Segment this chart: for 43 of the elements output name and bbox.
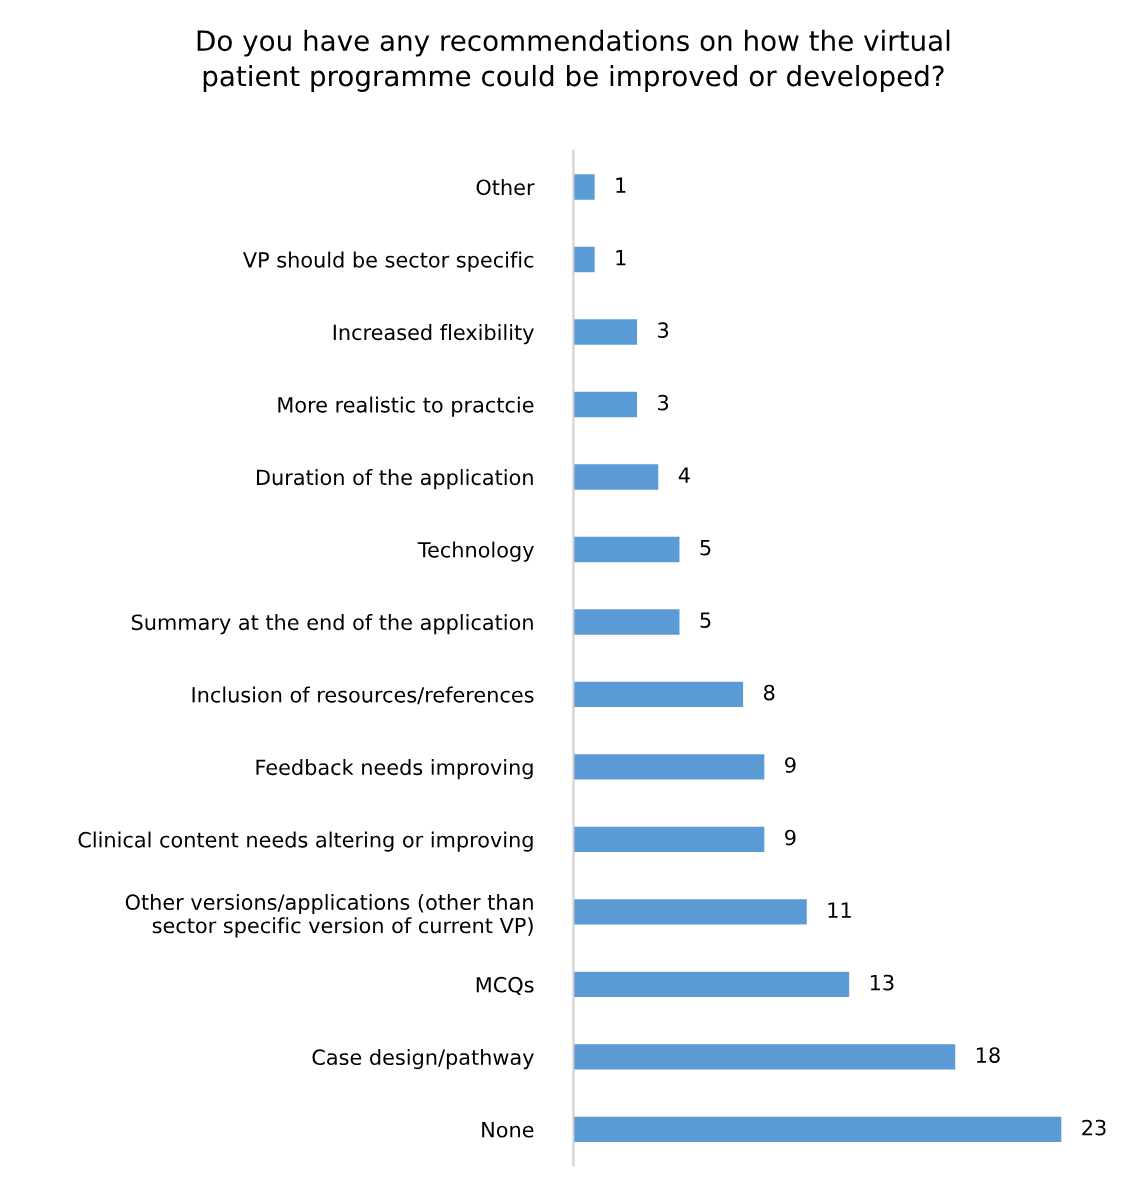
y-tick-label: Clinical content needs altering or improving <box>78 831 533 852</box>
bar <box>573 1044 956 1070</box>
bar <box>573 754 765 780</box>
bar <box>573 826 765 853</box>
bar <box>573 899 807 925</box>
data-label: 9 <box>785 757 796 773</box>
y-tick-label: None <box>482 1122 534 1138</box>
data-label: 3 <box>658 394 669 411</box>
bar <box>573 246 595 273</box>
data-label: 3 <box>658 322 669 339</box>
bar <box>573 971 850 998</box>
data-label: 5 <box>700 540 711 556</box>
y-tick-label: Increased flexibility <box>333 324 534 345</box>
y-tick-label: More realistic to practcie <box>278 396 534 417</box>
data-label: 8 <box>763 684 775 701</box>
bar <box>573 391 638 418</box>
data-label: 1 <box>616 177 626 193</box>
bar <box>573 464 659 490</box>
bar <box>573 174 595 200</box>
y-tick-label: Other <box>476 179 535 196</box>
data-label: 9 <box>785 829 796 846</box>
bar <box>573 536 680 563</box>
y-tick-label: VP should be sector specific <box>243 251 534 272</box>
bar <box>573 1116 1062 1143</box>
data-label: 13 <box>870 974 894 991</box>
y-tick-label: Technology <box>417 541 534 562</box>
data-label: 5 <box>700 612 711 628</box>
data-label: 18 <box>976 1047 1000 1063</box>
y-tick-label: Duration of the application <box>257 469 533 490</box>
y-tick-label: Summary at the end of the application <box>131 614 533 635</box>
y-tick-label: Inclusion of resources/references <box>192 686 534 705</box>
data-label: 23 <box>1082 1119 1106 1136</box>
bar <box>573 319 638 345</box>
bar <box>573 681 744 708</box>
y-tick-label: Feedback needs improving <box>256 759 533 780</box>
chart-title: Do you have any recommendations on how the virtual patient programme could be improved or developed? <box>197 29 950 92</box>
data-label: 1 <box>616 250 626 266</box>
data-label: 11 <box>828 902 851 918</box>
y-tick-label: Case design/pathway <box>312 1048 534 1070</box>
bar <box>573 609 680 635</box>
y-tick-label: MCQs <box>476 976 534 996</box>
data-label: 4 <box>678 467 690 483</box>
y-tick-label: Other versions/applications (other than sector specific version of current VP) <box>125 893 533 938</box>
